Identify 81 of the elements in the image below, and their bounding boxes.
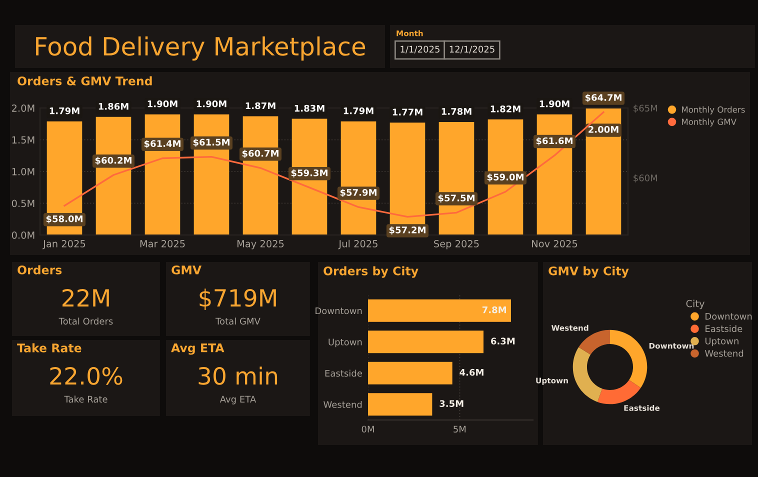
chart-title: Orders by City xyxy=(324,266,418,278)
data-label: 1.86M xyxy=(98,102,128,110)
text: Total Orders xyxy=(58,318,113,325)
data-label: 3.5M xyxy=(440,400,464,407)
data-label: $57.2M xyxy=(389,226,426,235)
text: 1/1/2025 xyxy=(400,46,440,54)
donut-slice xyxy=(572,347,602,402)
data-label: 1.90M xyxy=(196,100,226,108)
data-label: 1.79M xyxy=(50,107,80,114)
data-label: $61.5M xyxy=(193,138,230,147)
text: GMV xyxy=(172,265,202,274)
data-label: $61.6M xyxy=(536,137,572,146)
bar xyxy=(368,299,511,322)
donut-slice xyxy=(597,380,641,404)
data-label: 1.82M xyxy=(490,106,520,112)
data-label: 2.00M xyxy=(588,126,618,133)
y-tick-label: 0.5M xyxy=(12,200,34,208)
x-tick-label: Sep 2025 xyxy=(434,240,479,250)
y-tick-label: Downtown xyxy=(316,307,362,314)
x-tick-label: Mar 2025 xyxy=(140,240,185,248)
text: Take Rate xyxy=(64,396,108,403)
legend-label: Westend xyxy=(704,350,744,357)
x-tick-label: Nov 2025 xyxy=(532,240,578,248)
data-label: 4.6M xyxy=(460,368,484,376)
text: 30 min xyxy=(198,366,278,385)
legend-label: Monthly GMV xyxy=(682,118,736,127)
text: Take Rate xyxy=(17,343,82,352)
data-label: $59.3M xyxy=(291,169,328,178)
data-label: 1.79M xyxy=(344,107,374,114)
text: Total GMV xyxy=(216,318,260,325)
y-tick-label: Eastside xyxy=(325,370,362,377)
y-tick-label: 2.0M xyxy=(12,104,34,112)
data-label: 1.77M xyxy=(392,108,422,116)
legend-label: Monthly Orders xyxy=(682,106,745,114)
data-label: 1.87M xyxy=(246,102,276,110)
legend-label: Eastside xyxy=(706,325,742,332)
bar xyxy=(368,330,484,354)
chart-title: GMV by City xyxy=(548,266,629,278)
text: 12/1/2025 xyxy=(450,46,494,54)
legend-label: Downtown xyxy=(706,313,752,320)
data-label: $59.0M xyxy=(487,173,524,182)
y-tick-label: 1.5M xyxy=(12,136,34,144)
x-tick-label: 5M xyxy=(454,426,466,433)
y-tick-label: 0.0M xyxy=(12,231,34,239)
data-label: $57.5M xyxy=(438,194,474,203)
data-label: 6.3M xyxy=(491,338,515,344)
legend-label: Uptown xyxy=(705,338,738,346)
text: Avg ETA xyxy=(220,396,256,404)
x-tick-label: Jan 2025 xyxy=(42,240,86,250)
y-tick-label: Westend xyxy=(324,400,362,408)
data-label: $64.7M xyxy=(585,94,622,102)
bar xyxy=(586,108,622,235)
y2-tick-label: $60M xyxy=(634,174,657,183)
y-tick-label: 1.0M xyxy=(12,168,34,176)
y-tick-label: Uptown xyxy=(328,338,362,348)
chart-title: Orders & GMV Trend xyxy=(18,76,152,86)
text: Orders xyxy=(18,265,62,274)
data-label: 1.90M xyxy=(540,100,570,108)
text: Food Delivery Marketplace xyxy=(36,36,366,61)
x-tick-label: Jul 2025 xyxy=(338,240,378,250)
data-label: $58.0M xyxy=(46,215,82,224)
bar xyxy=(368,393,432,416)
x-tick-label: May 2025 xyxy=(237,240,284,250)
donut-slice xyxy=(578,330,610,355)
x-tick-label: 0M xyxy=(362,426,374,433)
donut-slice xyxy=(610,330,648,388)
legend-title: City xyxy=(686,300,704,310)
data-label: 7.8M xyxy=(482,306,506,314)
data-label: 1.90M xyxy=(148,100,178,108)
data-label: $61.4M xyxy=(144,140,180,148)
data-label: 1.78M xyxy=(442,108,472,115)
data-label: $57.9M xyxy=(340,188,376,198)
y2-tick-label: $65M xyxy=(634,104,657,113)
text: 22.0% xyxy=(50,366,122,385)
data-label: $60.2M xyxy=(95,156,132,165)
text: $719M xyxy=(200,288,276,310)
data-label: 1.83M xyxy=(294,104,324,112)
data-label: $60.7M xyxy=(242,150,278,158)
bar xyxy=(368,362,452,384)
text: Avg ETA xyxy=(171,344,224,355)
text: 22M xyxy=(62,288,109,307)
